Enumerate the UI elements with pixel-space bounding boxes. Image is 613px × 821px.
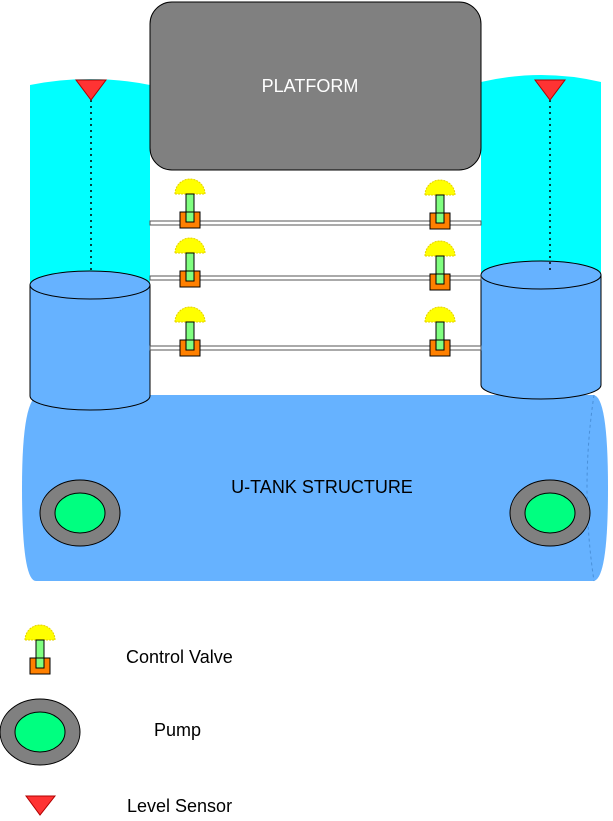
legend: Control Valve Pump Level Sensor [0, 624, 233, 816]
left-level-sensor-icon [75, 79, 107, 101]
utank-label: U-TANK STRUCTURE [231, 477, 413, 497]
platform-block: PLATFORM [149, 1, 482, 171]
left-tank-cylinder [29, 270, 151, 411]
right-level-sensor-icon [534, 79, 566, 101]
control-valve-icon [174, 306, 206, 357]
legend-pump-label: Pump [154, 720, 201, 740]
platform-label: PLATFORM [262, 76, 359, 96]
right-pump-icon [509, 479, 591, 547]
u-tank-body [22, 394, 608, 582]
left-pump-icon [39, 479, 121, 547]
legend-control-valve-label: Control Valve [126, 647, 233, 667]
control-valve-icon [424, 179, 456, 230]
control-valve-icon [174, 178, 206, 229]
connecting-pipes [149, 220, 482, 351]
legend-control-valve-icon [24, 624, 56, 675]
control-valve-icon [424, 306, 456, 357]
right-tank-cylinder [480, 260, 602, 400]
legend-level-sensor-label: Level Sensor [127, 796, 232, 816]
left-water-column [30, 79, 150, 285]
legend-pump-icon [0, 698, 81, 766]
right-water-column [481, 75, 601, 275]
control-valve-icon [174, 237, 206, 288]
control-valve-icon [424, 240, 456, 291]
legend-level-sensor-icon [25, 795, 57, 816]
